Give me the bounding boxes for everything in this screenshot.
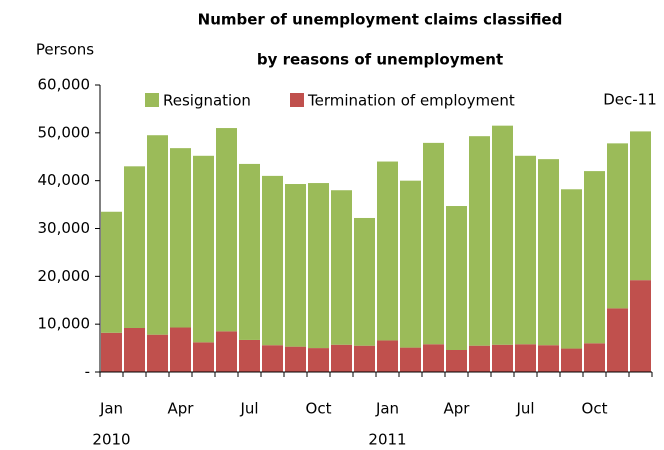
bar-segment	[331, 190, 352, 345]
y-tick-label: 10,000	[38, 315, 91, 333]
bar-segment	[377, 340, 398, 372]
x-tick-label: Jan	[375, 400, 399, 418]
bar-segment	[101, 332, 122, 372]
bar-segment	[193, 155, 214, 343]
bar-segment	[515, 344, 536, 372]
bar-segment	[101, 211, 122, 333]
bar-segment	[607, 308, 628, 372]
bar-segment	[124, 166, 145, 328]
bar-segment	[216, 331, 237, 372]
legend-swatch	[145, 93, 159, 107]
x-group-label: 2010	[92, 431, 130, 449]
x-group-label: 2011	[368, 431, 406, 449]
bar-segment	[170, 148, 191, 328]
bar-segment	[262, 175, 283, 346]
chart-title: by reasons of unemployment	[257, 51, 503, 69]
x-tick-label: Jul	[239, 400, 258, 418]
y-tick-label: -	[85, 363, 90, 381]
y-axis-label: Persons	[36, 41, 94, 59]
x-tick-label: Jul	[515, 400, 534, 418]
bar-segment	[124, 327, 145, 372]
bar-segment	[170, 327, 191, 372]
bar-segment	[492, 125, 513, 345]
bar-segment	[538, 159, 559, 346]
bar-segment	[515, 155, 536, 345]
bar-segment	[492, 344, 513, 372]
bar-segment	[147, 334, 168, 372]
bar-segment	[147, 135, 168, 335]
bar-segment	[400, 347, 421, 372]
bar-segment	[377, 161, 398, 341]
bar-segment	[239, 163, 260, 340]
x-tick-label: Oct	[582, 400, 608, 418]
bar-segment	[331, 344, 352, 372]
y-tick-label: 20,000	[38, 267, 91, 285]
x-tick-label: Oct	[306, 400, 332, 418]
bar-segment	[285, 184, 306, 347]
x-tick-label: Apr	[168, 400, 195, 418]
legend-label: Termination of employment	[307, 92, 515, 110]
x-tick-label: Apr	[444, 400, 471, 418]
bar-segment	[308, 348, 329, 372]
bar-segment	[354, 345, 375, 372]
bar-segment	[584, 171, 605, 344]
bar-segment	[469, 345, 490, 372]
y-tick-label: 40,000	[38, 171, 91, 189]
bar-segment	[446, 206, 467, 350]
bar-segment	[262, 345, 283, 372]
legend-label: Resignation	[163, 92, 251, 110]
bar-segment	[630, 280, 651, 372]
legend-swatch	[290, 93, 304, 107]
bar-segment	[630, 131, 651, 281]
bar-segment	[239, 339, 260, 372]
bar-segment	[193, 342, 214, 372]
x-tick-label: Jan	[99, 400, 123, 418]
bar-segment	[584, 343, 605, 372]
y-tick-label: 30,000	[38, 219, 91, 237]
bar-segment	[216, 128, 237, 332]
bar-segment	[400, 180, 421, 348]
bar-segment	[561, 348, 582, 372]
annotation: Dec-11	[603, 91, 657, 109]
bar-segment	[354, 217, 375, 346]
bar-segment	[308, 183, 329, 349]
bar-segment	[423, 142, 444, 345]
bar-segment	[285, 346, 306, 372]
bar-segment	[561, 189, 582, 349]
bar-segment	[446, 349, 467, 372]
bar-segment	[607, 143, 628, 309]
chart-title: Number of unemployment claims classified	[198, 11, 563, 29]
y-tick-label: 50,000	[38, 123, 91, 141]
bar-segment	[423, 344, 444, 372]
bar-segment	[538, 345, 559, 372]
y-tick-label: 60,000	[38, 76, 91, 94]
bar-segment	[469, 136, 490, 346]
